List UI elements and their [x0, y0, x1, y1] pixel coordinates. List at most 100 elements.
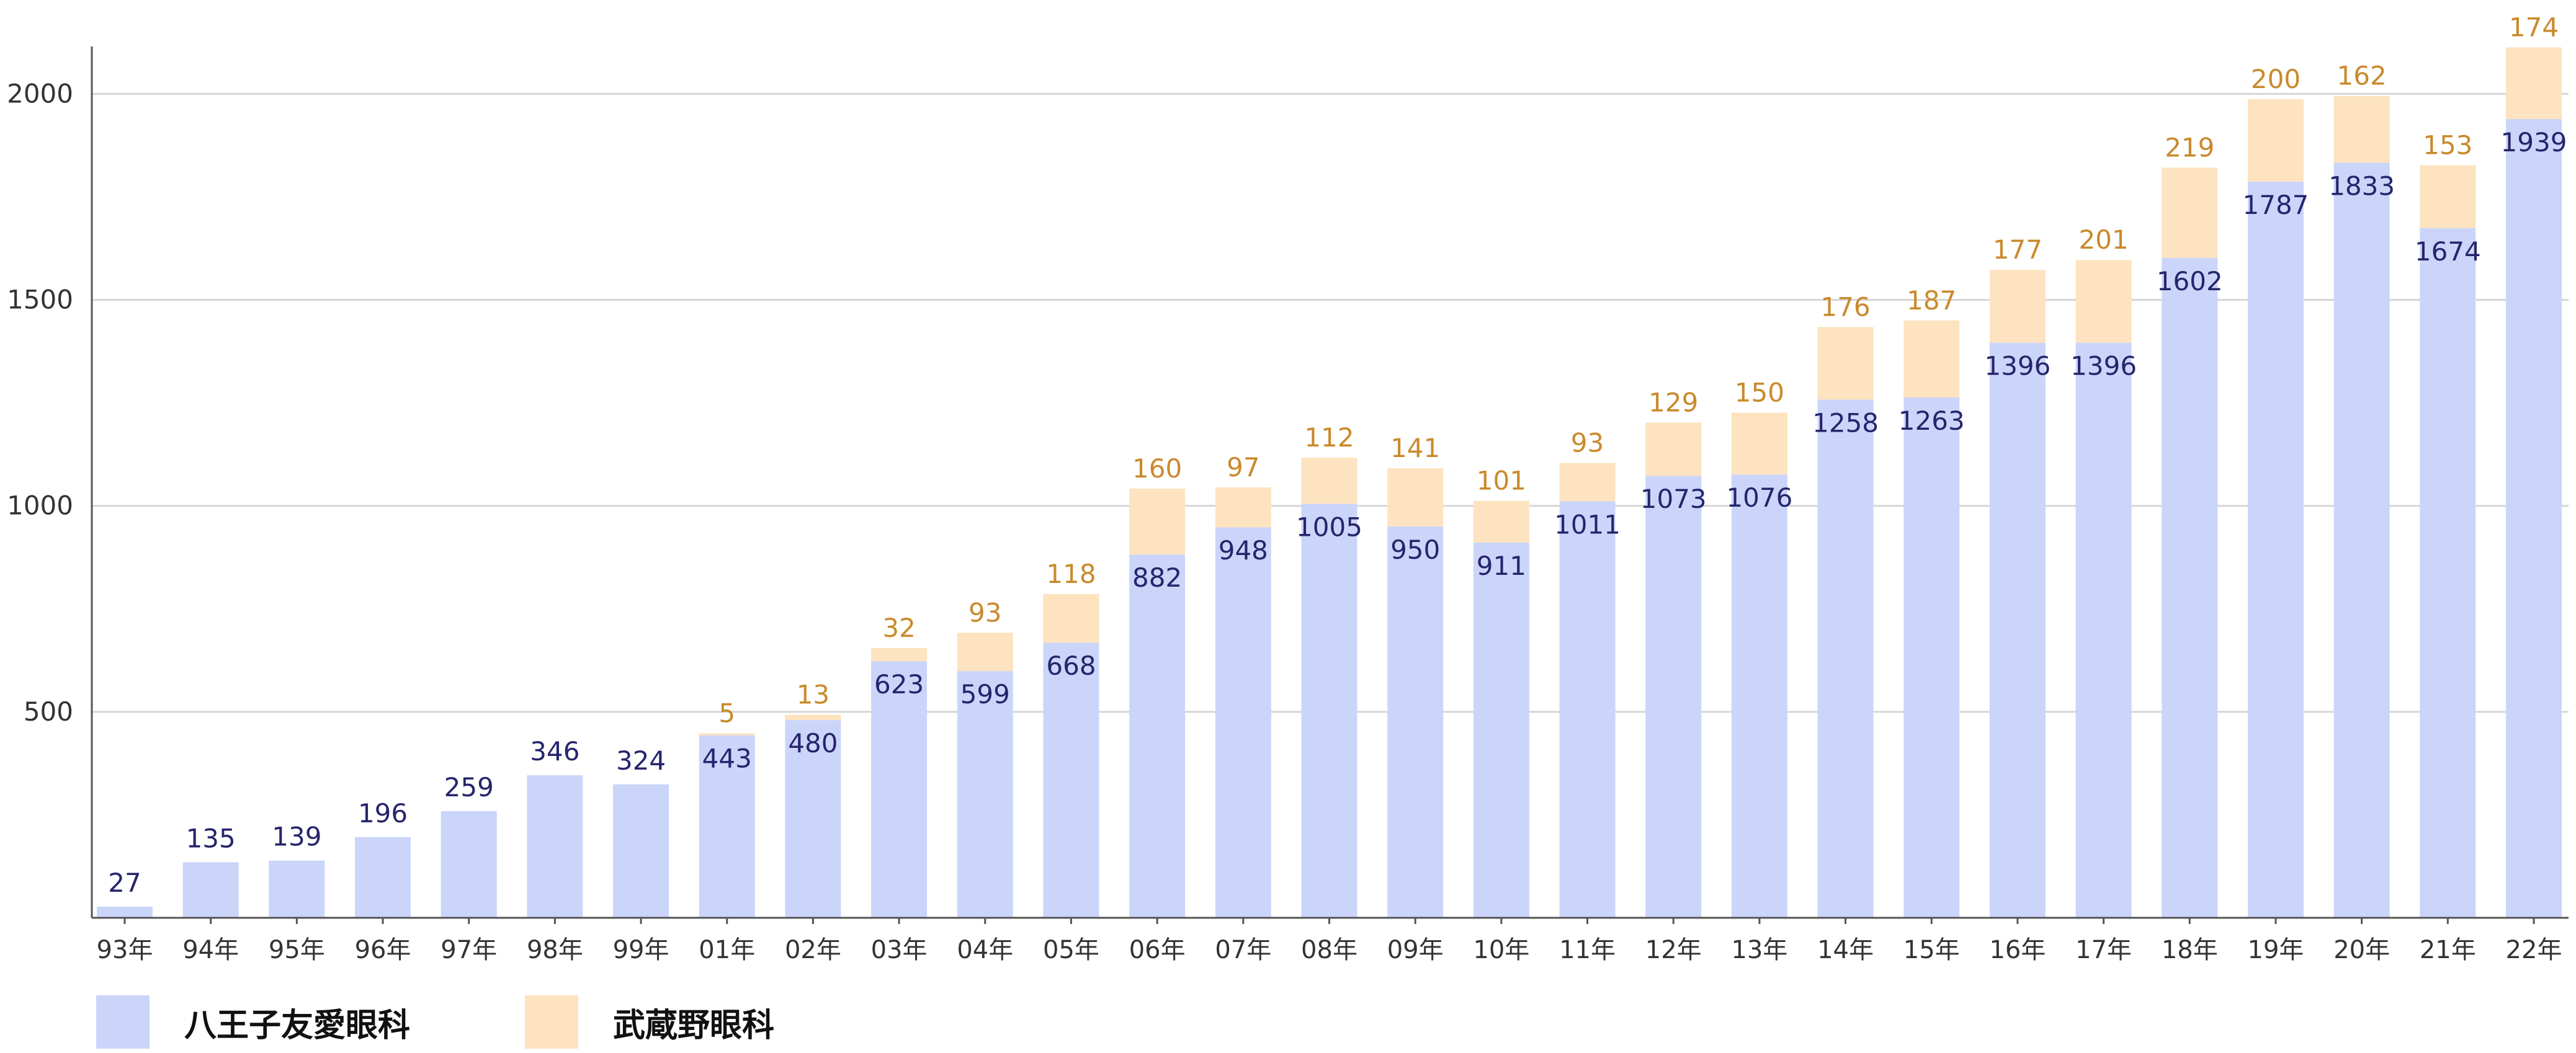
x-tick-label: 21年: [2420, 936, 2476, 964]
data-label-musashino: 153: [2423, 130, 2472, 160]
bar-segment-hachioji: [182, 862, 239, 918]
bar-segment-musashino: [1387, 468, 1444, 526]
bar-segment-hachioji: [957, 671, 1013, 918]
data-label-hachioji: 196: [358, 798, 408, 829]
bar-segment-hachioji: [441, 811, 497, 918]
bar-segment-musashino: [2333, 96, 2390, 163]
data-label-musashino: 201: [2079, 224, 2129, 255]
bar-segment-hachioji: [269, 860, 325, 918]
data-label-musashino: 101: [1477, 466, 1526, 496]
bar-segment-hachioji: [97, 907, 153, 918]
x-tick-label: 14年: [1817, 936, 1874, 964]
data-label-musashino: 162: [2337, 61, 2387, 91]
data-label-hachioji: 1939: [2501, 127, 2567, 158]
bar-segment-hachioji: [699, 735, 755, 918]
y-tick-label: 1000: [7, 491, 73, 521]
data-label-hachioji: 668: [1046, 651, 1096, 681]
data-label-hachioji: 346: [530, 736, 579, 766]
data-label-musashino: 112: [1304, 422, 1354, 453]
x-tick-label: 06年: [1129, 936, 1186, 964]
data-label-hachioji: 259: [444, 772, 494, 802]
bar-segment-musashino: [2247, 99, 2304, 182]
y-tick-label: 2000: [7, 78, 73, 109]
bar-segment-musashino: [2162, 167, 2218, 258]
x-tick-label: 22年: [2506, 936, 2562, 964]
data-label-hachioji: 135: [186, 823, 236, 853]
bars: [97, 47, 2562, 918]
bar-segment-musashino: [957, 633, 1013, 672]
bar-segment-musashino: [1817, 327, 1874, 400]
data-label-musashino: 118: [1046, 559, 1096, 589]
data-label-hachioji: 1073: [1640, 484, 1707, 514]
data-label-hachioji: 1011: [1554, 509, 1621, 540]
data-label-musashino: 13: [797, 680, 830, 710]
bar-segment-hachioji: [1043, 642, 1099, 918]
bar-segment-hachioji: [355, 837, 411, 918]
bar-segment-hachioji: [1215, 527, 1271, 918]
legend-swatch-hachioji: [96, 995, 150, 1049]
bar-segment-musashino: [699, 733, 755, 735]
data-label-hachioji: 1787: [2243, 190, 2309, 220]
bar-segment-musashino: [1903, 320, 1960, 398]
bar-segment-hachioji: [1473, 542, 1529, 918]
bar-segment-musashino: [2420, 165, 2476, 228]
legend-swatch-musashino: [525, 995, 578, 1049]
bar-segment-hachioji: [1559, 501, 1616, 918]
x-tick-label: 08年: [1301, 936, 1357, 964]
bar-segment-hachioji: [2247, 181, 2304, 918]
x-tick-label: 11年: [1559, 936, 1616, 964]
data-label-musashino: 200: [2251, 64, 2301, 94]
data-labels: 27 135 139 196 259 346 324 443 5 480 13 623 32 599 93 6…: [108, 12, 2567, 898]
x-tick-label: 94年: [182, 936, 239, 964]
data-label-hachioji: 480: [788, 728, 838, 758]
data-label-hachioji: 324: [616, 745, 666, 776]
data-label-hachioji: 882: [1132, 562, 1182, 593]
bar-segment-hachioji: [1301, 504, 1357, 918]
bar-segment-hachioji: [1129, 554, 1186, 918]
x-tick-label: 09年: [1387, 936, 1444, 964]
bar-segment-hachioji: [871, 661, 928, 918]
data-label-hachioji: 1602: [2157, 266, 2223, 296]
data-label-musashino: 160: [1132, 453, 1182, 484]
x-tick-label: 05年: [1043, 936, 1099, 964]
data-label-musashino: 176: [1820, 291, 1870, 322]
x-tick-label: 10年: [1473, 936, 1529, 964]
data-label-musashino: 150: [1735, 378, 1784, 408]
bar-segment-hachioji: [1387, 526, 1444, 918]
bar-segment-musashino: [1473, 500, 1529, 543]
legend-label-hachioji: 八王子友愛眼科: [184, 1006, 411, 1044]
bar-segment-hachioji: [2420, 228, 2476, 918]
data-label-musashino: 174: [2509, 12, 2559, 42]
data-label-musashino: 93: [1571, 428, 1604, 458]
x-tick-label: 99年: [613, 936, 669, 964]
data-label-hachioji: 443: [702, 744, 752, 774]
data-label-hachioji: 1833: [2328, 171, 2395, 201]
x-tick-label: 01年: [699, 936, 755, 964]
data-label-hachioji: 948: [1219, 535, 1268, 566]
data-label-musashino: 5: [718, 698, 735, 728]
data-label-musashino: 32: [882, 613, 915, 643]
data-label-musashino: 93: [968, 597, 1001, 628]
bar-segment-hachioji: [2075, 342, 2132, 918]
data-label-hachioji: 1076: [1726, 482, 1792, 513]
bar-segment-musashino: [2506, 47, 2562, 119]
data-label-musashino: 97: [1227, 452, 1259, 482]
data-label-hachioji: 1258: [1812, 407, 1879, 438]
legend-item-musashino: 武蔵野眼科: [525, 995, 774, 1049]
data-label-hachioji: 27: [108, 868, 141, 898]
x-tick-label: 04年: [957, 936, 1013, 964]
axes: 500 1000 1500 2000 93年 94年 95年 96年 97年 98年 99年 01年 0…: [7, 47, 2569, 964]
x-tick-label: 18年: [2162, 936, 2218, 964]
bar-segment-musashino: [871, 647, 928, 662]
data-label-hachioji: 950: [1390, 535, 1440, 565]
x-tick-label: 07年: [1215, 936, 1271, 964]
x-tick-label: 19年: [2248, 936, 2304, 964]
bar-segment-hachioji: [1817, 399, 1874, 918]
x-tick-label: 15年: [1903, 936, 1960, 964]
x-tick-label: 93年: [97, 936, 153, 964]
bar-segment-musashino: [1129, 488, 1186, 555]
data-label-musashino: 219: [2165, 132, 2214, 162]
bar-segment-musashino: [1043, 593, 1099, 643]
data-label-musashino: 177: [1993, 234, 2042, 265]
bar-segment-hachioji: [527, 775, 583, 918]
